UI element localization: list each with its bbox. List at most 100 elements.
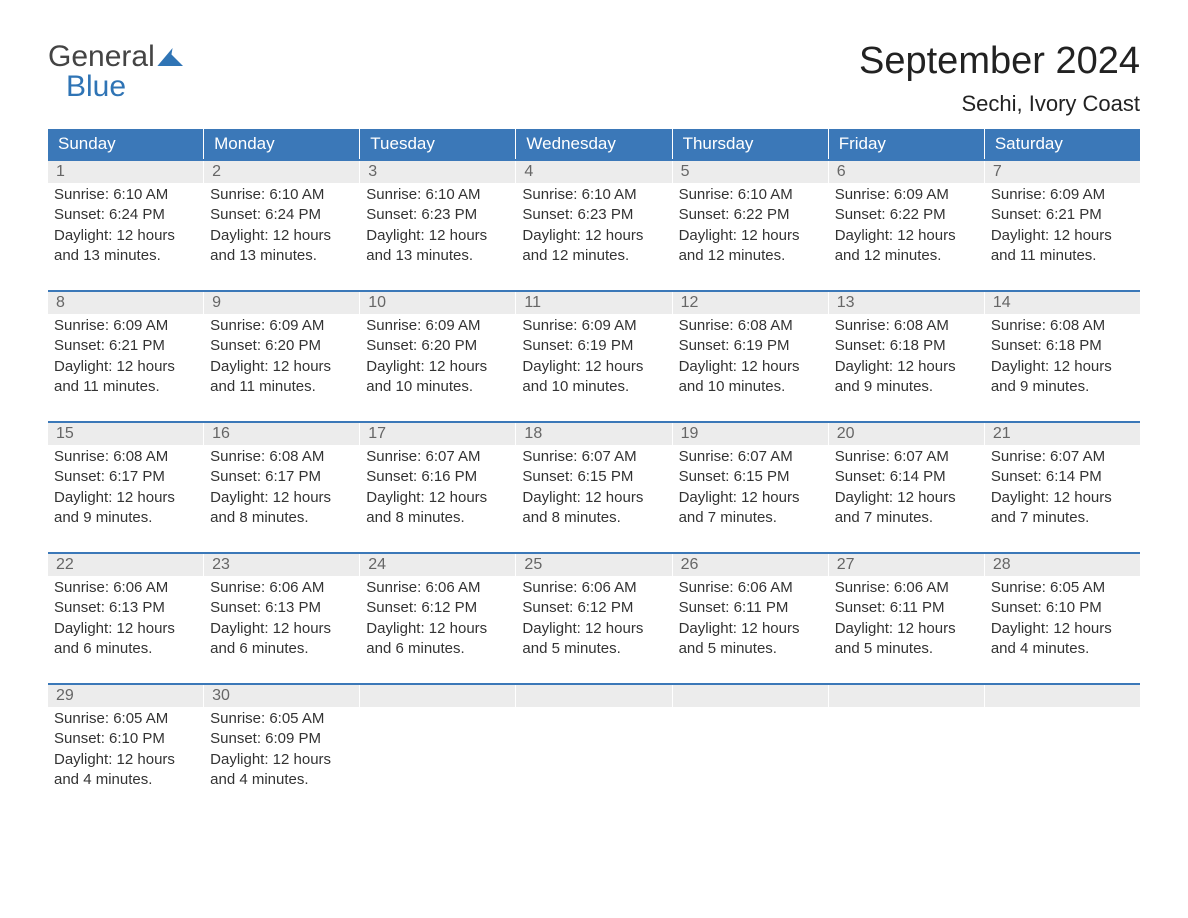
sunrise-line: Sunrise: 6:10 AM — [210, 185, 353, 205]
daylight-line: Daylight: 12 hours and 8 minutes. — [366, 488, 509, 529]
sunset-line: Sunset: 6:17 PM — [210, 467, 353, 487]
week-spacer — [48, 534, 1140, 552]
sunrise-line: Sunrise: 6:10 AM — [679, 185, 822, 205]
day-header: Thursday — [673, 129, 829, 159]
day-cell: 22Sunrise: 6:06 AMSunset: 6:13 PMDayligh… — [48, 554, 204, 665]
logo-general: General — [48, 40, 155, 74]
month-title: September 2024 — [859, 40, 1140, 83]
day-cell: 29Sunrise: 6:05 AMSunset: 6:10 PMDayligh… — [48, 685, 204, 796]
day-number: 29 — [48, 685, 203, 707]
sunrise-line: Sunrise: 6:09 AM — [54, 316, 197, 336]
day-cell: 20Sunrise: 6:07 AMSunset: 6:14 PMDayligh… — [829, 423, 985, 534]
sunset-line: Sunset: 6:23 PM — [366, 205, 509, 225]
day-cell: 17Sunrise: 6:07 AMSunset: 6:16 PMDayligh… — [360, 423, 516, 534]
sunrise-line: Sunrise: 6:06 AM — [210, 578, 353, 598]
day-content: Sunrise: 6:10 AMSunset: 6:23 PMDaylight:… — [516, 183, 671, 272]
sunset-line: Sunset: 6:12 PM — [522, 598, 665, 618]
day-cell: 23Sunrise: 6:06 AMSunset: 6:13 PMDayligh… — [204, 554, 360, 665]
day-cell: 5Sunrise: 6:10 AMSunset: 6:22 PMDaylight… — [673, 161, 829, 272]
daylight-line: Daylight: 12 hours and 10 minutes. — [522, 357, 665, 398]
day-header: Sunday — [48, 129, 204, 159]
day-number: 15 — [48, 423, 203, 445]
logo: General Blue — [48, 40, 183, 104]
day-content: Sunrise: 6:08 AMSunset: 6:18 PMDaylight:… — [985, 314, 1140, 403]
sunrise-line: Sunrise: 6:08 AM — [210, 447, 353, 467]
day-number: 4 — [516, 161, 671, 183]
week-spacer — [48, 272, 1140, 290]
day-cell: 6Sunrise: 6:09 AMSunset: 6:22 PMDaylight… — [829, 161, 985, 272]
day-cell — [673, 685, 829, 796]
day-number: 9 — [204, 292, 359, 314]
day-number — [829, 685, 984, 707]
day-content: Sunrise: 6:05 AMSunset: 6:10 PMDaylight:… — [985, 576, 1140, 665]
day-number: 24 — [360, 554, 515, 576]
week-row: 1Sunrise: 6:10 AMSunset: 6:24 PMDaylight… — [48, 159, 1140, 272]
day-content: Sunrise: 6:07 AMSunset: 6:14 PMDaylight:… — [985, 445, 1140, 534]
day-header: Monday — [204, 129, 360, 159]
sunrise-line: Sunrise: 6:09 AM — [366, 316, 509, 336]
daylight-line: Daylight: 12 hours and 4 minutes. — [991, 619, 1134, 660]
day-cell: 4Sunrise: 6:10 AMSunset: 6:23 PMDaylight… — [516, 161, 672, 272]
day-cell: 25Sunrise: 6:06 AMSunset: 6:12 PMDayligh… — [516, 554, 672, 665]
sunset-line: Sunset: 6:19 PM — [522, 336, 665, 356]
day-cell: 21Sunrise: 6:07 AMSunset: 6:14 PMDayligh… — [985, 423, 1140, 534]
day-header: Tuesday — [360, 129, 516, 159]
sunset-line: Sunset: 6:21 PM — [54, 336, 197, 356]
day-number: 14 — [985, 292, 1140, 314]
daylight-line: Daylight: 12 hours and 4 minutes. — [210, 750, 353, 791]
day-content: Sunrise: 6:09 AMSunset: 6:22 PMDaylight:… — [829, 183, 984, 272]
day-content: Sunrise: 6:05 AMSunset: 6:09 PMDaylight:… — [204, 707, 359, 796]
sunrise-line: Sunrise: 6:09 AM — [210, 316, 353, 336]
day-content: Sunrise: 6:09 AMSunset: 6:21 PMDaylight:… — [48, 314, 203, 403]
day-number: 30 — [204, 685, 359, 707]
day-cell: 30Sunrise: 6:05 AMSunset: 6:09 PMDayligh… — [204, 685, 360, 796]
daylight-line: Daylight: 12 hours and 12 minutes. — [522, 226, 665, 267]
day-content: Sunrise: 6:09 AMSunset: 6:19 PMDaylight:… — [516, 314, 671, 403]
day-number: 21 — [985, 423, 1140, 445]
day-content: Sunrise: 6:10 AMSunset: 6:24 PMDaylight:… — [48, 183, 203, 272]
day-cell: 27Sunrise: 6:06 AMSunset: 6:11 PMDayligh… — [829, 554, 985, 665]
day-cell: 19Sunrise: 6:07 AMSunset: 6:15 PMDayligh… — [673, 423, 829, 534]
day-number — [985, 685, 1140, 707]
sunrise-line: Sunrise: 6:06 AM — [522, 578, 665, 598]
day-content: Sunrise: 6:06 AMSunset: 6:12 PMDaylight:… — [360, 576, 515, 665]
day-cell: 18Sunrise: 6:07 AMSunset: 6:15 PMDayligh… — [516, 423, 672, 534]
title-block: September 2024 Sechi, Ivory Coast — [859, 40, 1140, 117]
sunrise-line: Sunrise: 6:08 AM — [679, 316, 822, 336]
sunrise-line: Sunrise: 6:08 AM — [54, 447, 197, 467]
sunset-line: Sunset: 6:15 PM — [679, 467, 822, 487]
daylight-line: Daylight: 12 hours and 5 minutes. — [522, 619, 665, 660]
daylight-line: Daylight: 12 hours and 11 minutes. — [991, 226, 1134, 267]
day-header-row: SundayMondayTuesdayWednesdayThursdayFrid… — [48, 129, 1140, 159]
day-header: Wednesday — [516, 129, 672, 159]
day-number: 26 — [673, 554, 828, 576]
sunrise-line: Sunrise: 6:10 AM — [366, 185, 509, 205]
day-content: Sunrise: 6:08 AMSunset: 6:18 PMDaylight:… — [829, 314, 984, 403]
sunrise-line: Sunrise: 6:08 AM — [991, 316, 1134, 336]
day-number: 28 — [985, 554, 1140, 576]
sunset-line: Sunset: 6:10 PM — [54, 729, 197, 749]
day-content: Sunrise: 6:06 AMSunset: 6:12 PMDaylight:… — [516, 576, 671, 665]
day-cell: 10Sunrise: 6:09 AMSunset: 6:20 PMDayligh… — [360, 292, 516, 403]
daylight-line: Daylight: 12 hours and 8 minutes. — [210, 488, 353, 529]
sunrise-line: Sunrise: 6:05 AM — [54, 709, 197, 729]
daylight-line: Daylight: 12 hours and 10 minutes. — [366, 357, 509, 398]
day-cell: 14Sunrise: 6:08 AMSunset: 6:18 PMDayligh… — [985, 292, 1140, 403]
day-content: Sunrise: 6:10 AMSunset: 6:23 PMDaylight:… — [360, 183, 515, 272]
daylight-line: Daylight: 12 hours and 11 minutes. — [54, 357, 197, 398]
day-number: 17 — [360, 423, 515, 445]
sunset-line: Sunset: 6:18 PM — [835, 336, 978, 356]
sunset-line: Sunset: 6:17 PM — [54, 467, 197, 487]
day-number: 20 — [829, 423, 984, 445]
sunset-line: Sunset: 6:14 PM — [991, 467, 1134, 487]
day-number: 3 — [360, 161, 515, 183]
sunset-line: Sunset: 6:24 PM — [54, 205, 197, 225]
daylight-line: Daylight: 12 hours and 7 minutes. — [991, 488, 1134, 529]
daylight-line: Daylight: 12 hours and 12 minutes. — [679, 226, 822, 267]
day-number: 6 — [829, 161, 984, 183]
day-cell: 8Sunrise: 6:09 AMSunset: 6:21 PMDaylight… — [48, 292, 204, 403]
logo-blue: Blue — [66, 70, 183, 104]
daylight-line: Daylight: 12 hours and 4 minutes. — [54, 750, 197, 791]
day-content: Sunrise: 6:06 AMSunset: 6:13 PMDaylight:… — [204, 576, 359, 665]
day-content: Sunrise: 6:06 AMSunset: 6:13 PMDaylight:… — [48, 576, 203, 665]
